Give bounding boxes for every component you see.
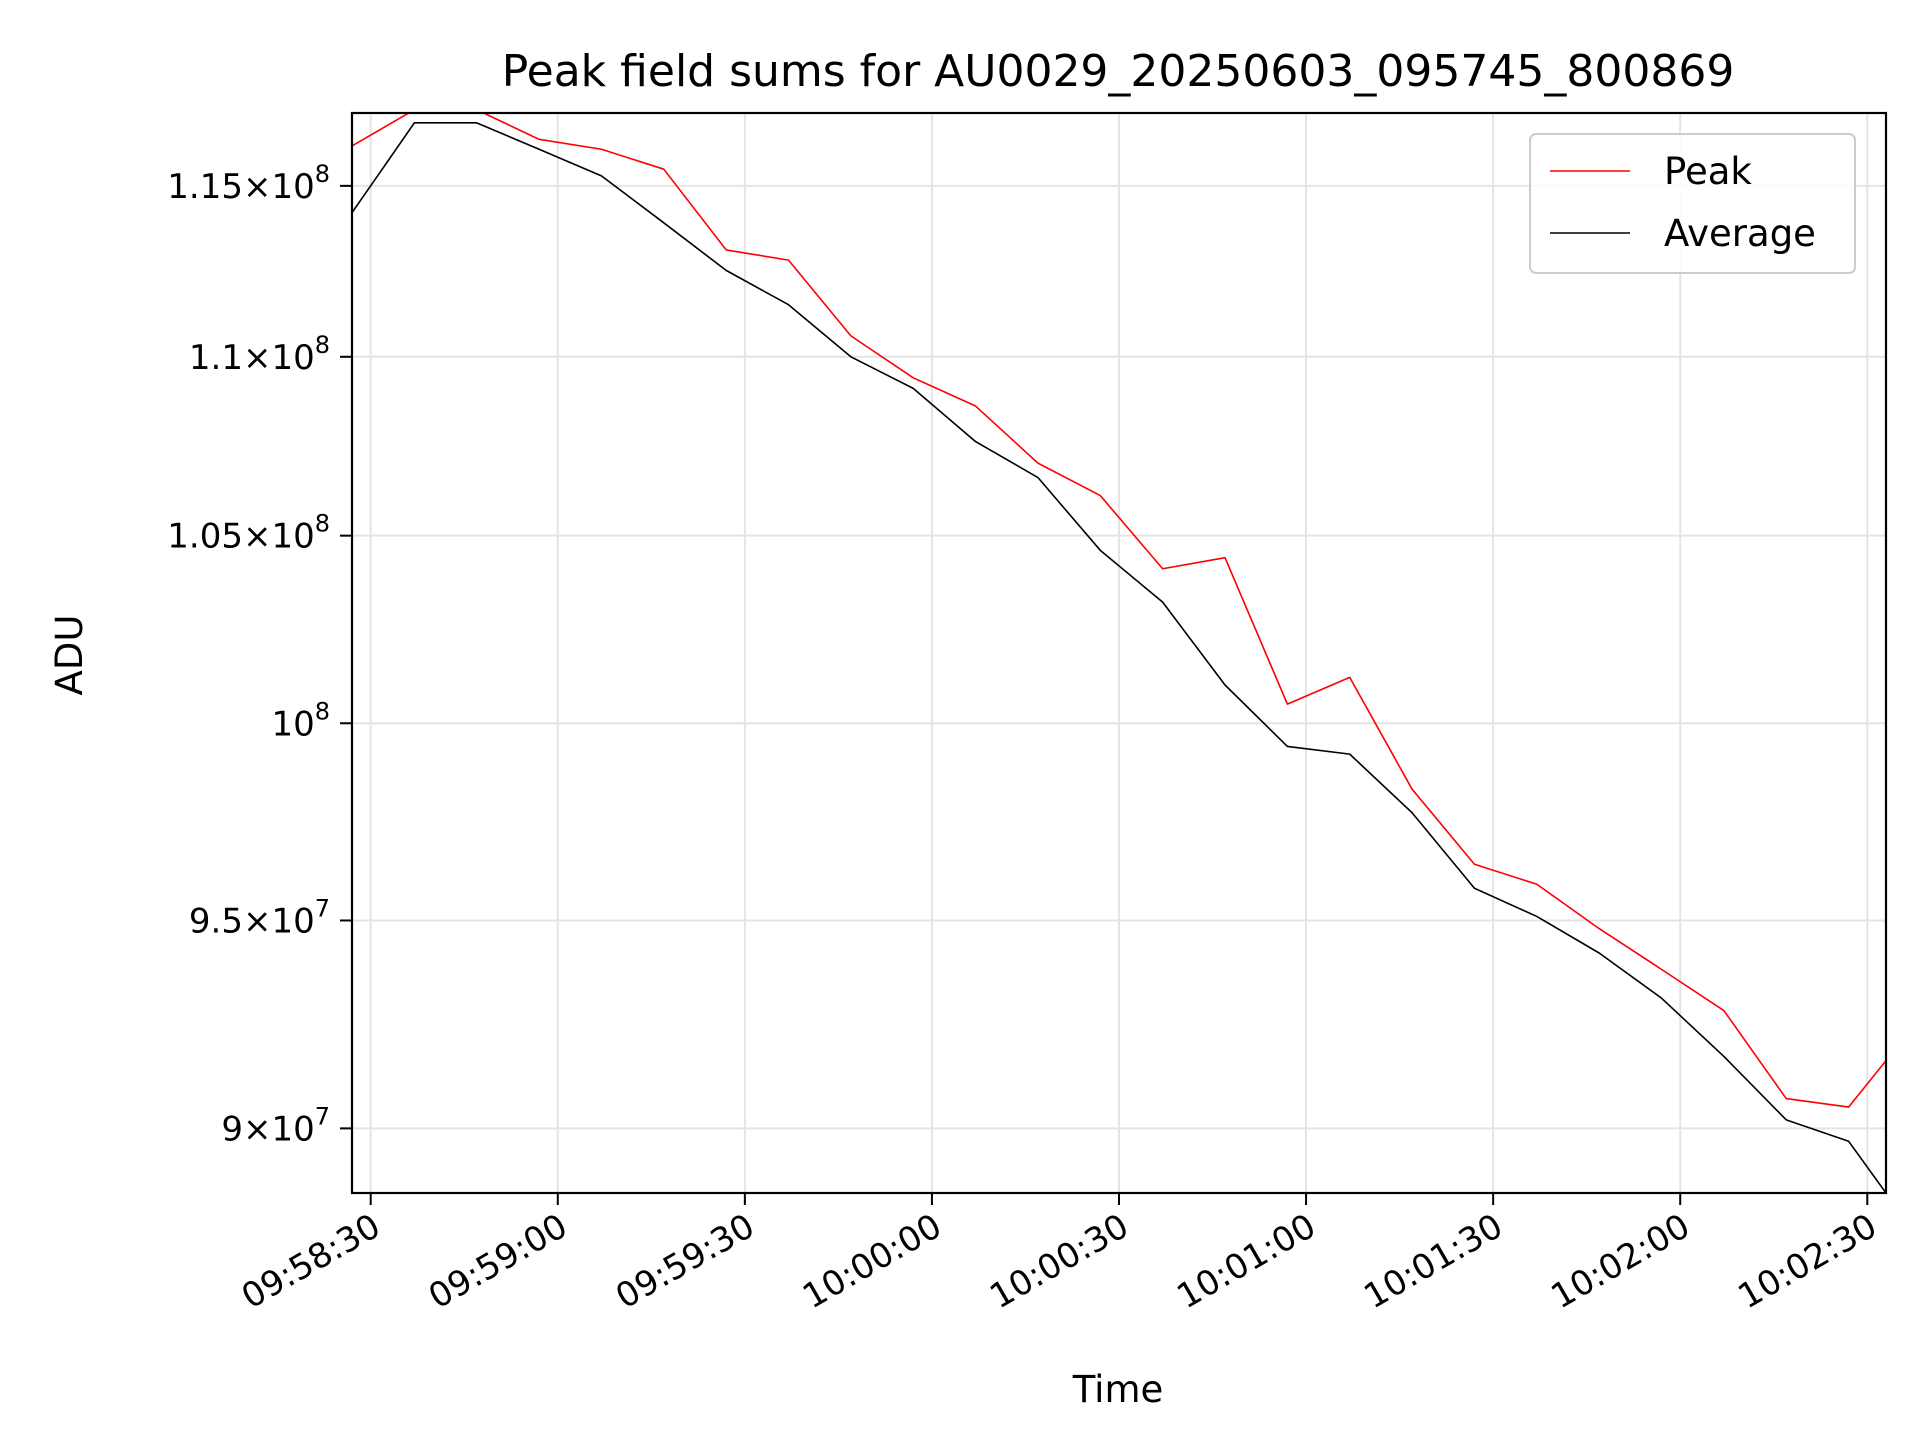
y-tick-label: 9.5×107 (189, 894, 330, 941)
y-tick-exponent: 8 (315, 510, 330, 538)
y-tick-mantissa: 1.1 (189, 338, 243, 378)
y-tick-exponent: 8 (315, 331, 330, 359)
legend: Peak Average (1530, 134, 1855, 273)
x-axis-label: Time (1072, 1368, 1164, 1411)
y-tick-label: 1.05×108 (167, 510, 330, 557)
y-axis-label: ADU (48, 615, 91, 696)
chart-title: Peak field sums for AU0029_20250603_0957… (502, 46, 1735, 97)
y-tick-label: 9×107 (221, 1102, 330, 1149)
legend-label-peak: Peak (1664, 150, 1752, 193)
y-tick-label: 1.15×108 (167, 160, 330, 207)
y-tick-mantissa: 9.5 (189, 901, 243, 941)
y-tick-exponent: 8 (315, 160, 330, 188)
y-tick-mantissa: 9 (221, 1109, 243, 1149)
legend-label-average: Average (1664, 212, 1816, 255)
y-tick-exponent: 7 (315, 894, 330, 922)
y-tick-label: 1.1×108 (189, 331, 330, 378)
y-tick-exponent: 8 (315, 697, 330, 725)
y-tick-exponent: 7 (315, 1102, 330, 1130)
y-tick-mantissa: 1.05 (167, 517, 243, 557)
y-tick-mantissa: 1.15 (167, 167, 243, 207)
